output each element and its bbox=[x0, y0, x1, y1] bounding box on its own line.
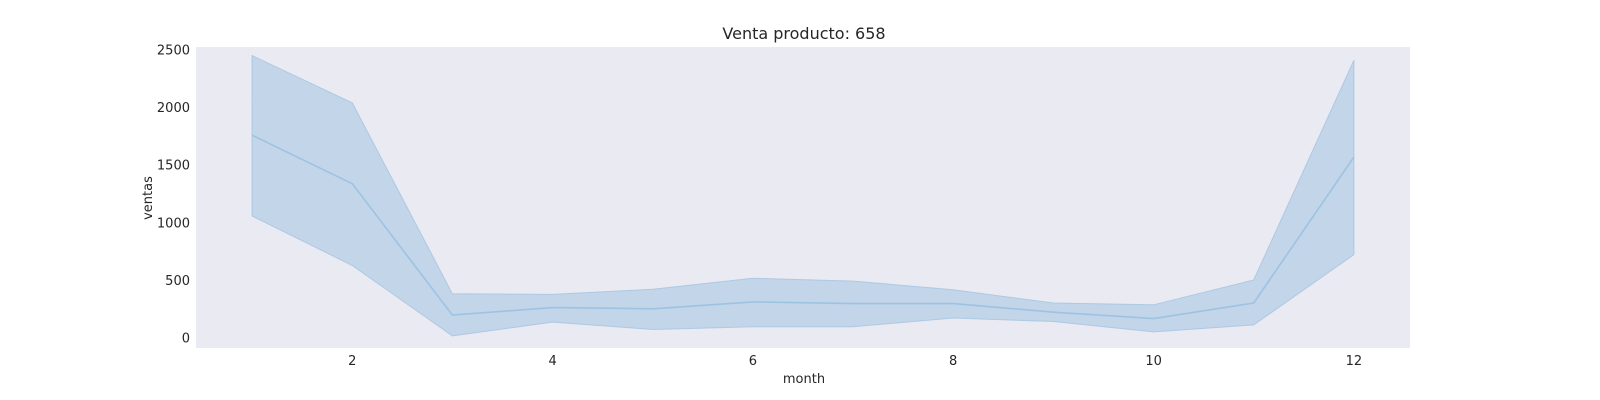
x-tick-label: 10 bbox=[1145, 354, 1162, 369]
y-axis-label: ventas bbox=[141, 176, 156, 220]
confidence-band-layer bbox=[251, 54, 1355, 337]
data-point bbox=[1252, 302, 1255, 305]
data-point bbox=[651, 307, 654, 310]
y-tick-label: 1500 bbox=[157, 159, 190, 174]
data-point bbox=[1352, 156, 1355, 159]
x-axis-label: month bbox=[783, 372, 825, 387]
series-line-layer bbox=[251, 134, 1355, 320]
data-point bbox=[451, 314, 454, 317]
data-point bbox=[351, 182, 354, 185]
y-tick-label: 2500 bbox=[157, 43, 190, 58]
y-tick-label: 500 bbox=[165, 274, 190, 289]
y-tick-labels: 0 500 1000 1500 2000 2500 bbox=[157, 43, 190, 346]
x-tick-label: 8 bbox=[949, 354, 957, 369]
data-point bbox=[852, 302, 855, 305]
chart-title: Venta producto: 658 bbox=[722, 24, 885, 43]
x-tick-label: 2 bbox=[348, 354, 356, 369]
data-point bbox=[952, 302, 955, 305]
data-point bbox=[551, 306, 554, 309]
x-tick-label: 4 bbox=[548, 354, 556, 369]
y-tick-label: 2000 bbox=[157, 101, 190, 116]
y-tick-label: 1000 bbox=[157, 216, 190, 231]
x-tick-label: 6 bbox=[749, 354, 757, 369]
data-point bbox=[1052, 311, 1055, 314]
data-point bbox=[751, 300, 754, 303]
x-tick-label: 12 bbox=[1346, 354, 1363, 369]
x-tick-labels: 2 4 6 8 10 12 bbox=[348, 354, 1362, 369]
series-line bbox=[251, 134, 1355, 320]
data-point bbox=[1152, 317, 1155, 320]
y-tick-label: 0 bbox=[182, 332, 190, 347]
confidence-band bbox=[251, 54, 1355, 337]
data-point bbox=[251, 134, 254, 137]
